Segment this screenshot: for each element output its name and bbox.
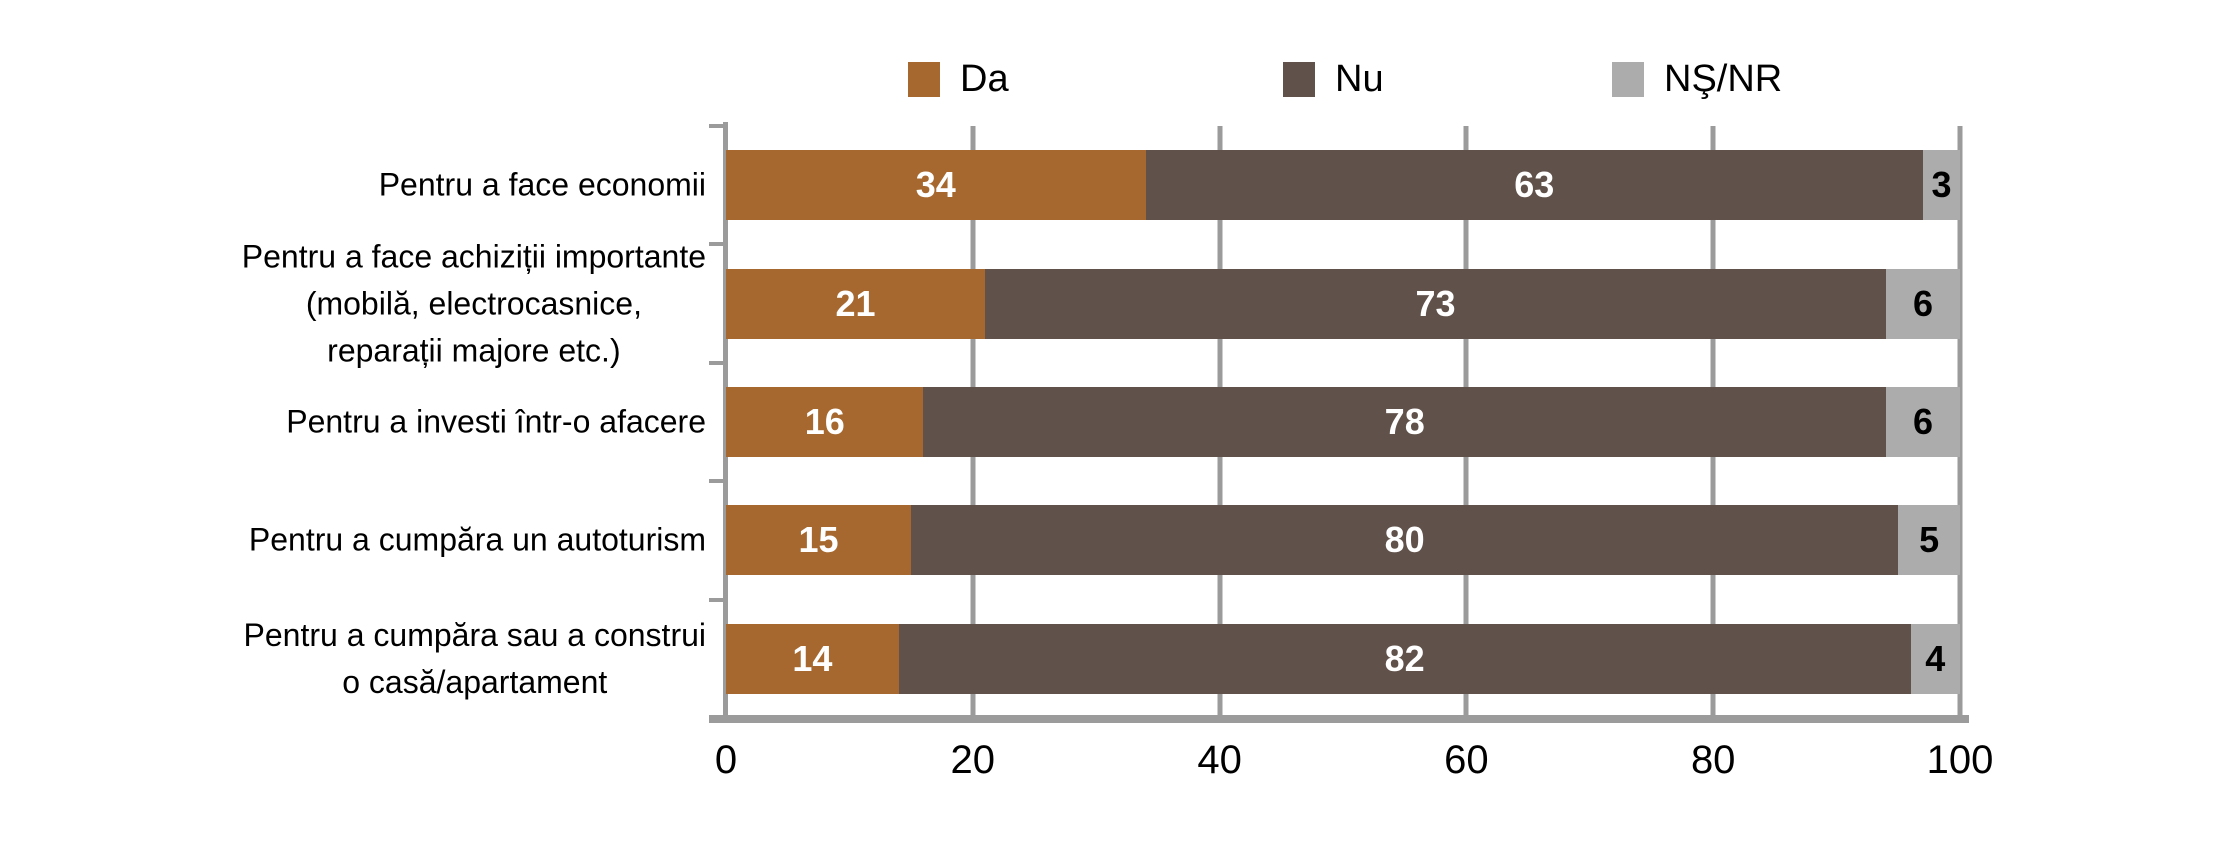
bar-value-label: 14 bbox=[792, 637, 833, 679]
x-tick-label: 100 bbox=[1926, 738, 1994, 782]
category-label: Pentru a face achiziții importante (mobi… bbox=[241, 238, 706, 369]
bar-segment-ns-nr: 6 bbox=[1885, 268, 1960, 339]
category-label: Pentru a cumpăra sau a construi o casă/a… bbox=[243, 616, 706, 700]
category-label: Pentru a cumpăra un autoturism bbox=[248, 521, 706, 558]
bar-segment-nu: 73 bbox=[985, 268, 1886, 339]
bar-segment-ns-nr: 6 bbox=[1885, 387, 1960, 457]
bar-segment-ns-nr: 5 bbox=[1898, 505, 1960, 576]
y-axis-tick bbox=[709, 716, 724, 720]
y-axis-tick bbox=[709, 479, 724, 484]
bar-value-label: 21 bbox=[835, 282, 876, 324]
x-tick-label: 20 bbox=[950, 738, 996, 782]
y-axis-tick bbox=[709, 242, 724, 247]
legend-label-da: Da bbox=[960, 58, 1009, 100]
x-tick-label: 60 bbox=[1444, 738, 1489, 782]
category-label: Pentru a investi într-o afacere bbox=[286, 403, 706, 440]
bar-row: 21 73 6 bbox=[726, 268, 1960, 339]
bar-value-label: 6 bbox=[1912, 282, 1933, 324]
x-tick-label: 0 bbox=[714, 738, 738, 782]
x-tick-label: 40 bbox=[1197, 738, 1242, 782]
category-label: Pentru a face economii bbox=[378, 166, 706, 203]
legend-label-ns-nr: NŞ/NR bbox=[1664, 58, 1783, 100]
y-axis-tick bbox=[709, 360, 724, 365]
bar-value-label: 6 bbox=[1912, 401, 1933, 442]
y-axis-tick bbox=[709, 597, 724, 602]
da-swatch-icon bbox=[908, 62, 940, 97]
bar-value-label: 16 bbox=[804, 401, 845, 442]
bar-value-label: 78 bbox=[1384, 401, 1425, 442]
bar-value-label: 73 bbox=[1415, 282, 1456, 324]
legend-label-nu: Nu bbox=[1335, 58, 1384, 100]
x-tick-label: 80 bbox=[1690, 738, 1736, 782]
bar-row: 16 78 6 bbox=[726, 387, 1960, 457]
x-axis-line bbox=[709, 715, 1969, 723]
bar-row: 34 63 3 bbox=[726, 150, 1960, 221]
nu-swatch-icon bbox=[1283, 62, 1315, 97]
bar-segment-nu: 82 bbox=[898, 623, 1911, 694]
y-axis-tick bbox=[709, 124, 724, 128]
legend-item-da: Da bbox=[908, 58, 1009, 101]
legend-item-ns-nr: NŞ/NR bbox=[1612, 58, 1782, 101]
bar-segment-nu: 78 bbox=[923, 387, 1886, 457]
legend-item-nu: Nu bbox=[1283, 58, 1384, 101]
bar-value-label: 82 bbox=[1384, 637, 1425, 679]
bar-segment-da: 16 bbox=[726, 387, 924, 457]
bar-segment-nu: 63 bbox=[1145, 150, 1923, 221]
bar-value-label: 3 bbox=[1931, 164, 1952, 206]
bar-segment-ns-nr: 3 bbox=[1922, 150, 1960, 221]
y-axis-line bbox=[723, 122, 728, 722]
bar-value-label: 63 bbox=[1514, 164, 1555, 206]
bar-row: 15 80 5 bbox=[726, 505, 1960, 576]
bar-value-label: 34 bbox=[915, 164, 956, 206]
bar-segment-da: 21 bbox=[726, 268, 986, 339]
gridline bbox=[1957, 126, 1963, 718]
bar-value-label: 5 bbox=[1919, 519, 1940, 561]
bar-value-label: 80 bbox=[1384, 519, 1425, 561]
bar-segment-da: 14 bbox=[726, 623, 899, 694]
bar-segment-ns-nr: 4 bbox=[1910, 623, 1960, 694]
bar-segment-da: 15 bbox=[726, 505, 912, 576]
ns-nr-swatch-icon bbox=[1612, 62, 1644, 97]
bar-segment-nu: 80 bbox=[911, 505, 1899, 576]
bar-value-label: 15 bbox=[798, 519, 839, 561]
bar-row: 14 82 4 bbox=[726, 623, 1960, 694]
bar-value-label: 4 bbox=[1925, 637, 1946, 679]
bar-segment-da: 34 bbox=[726, 150, 1146, 221]
